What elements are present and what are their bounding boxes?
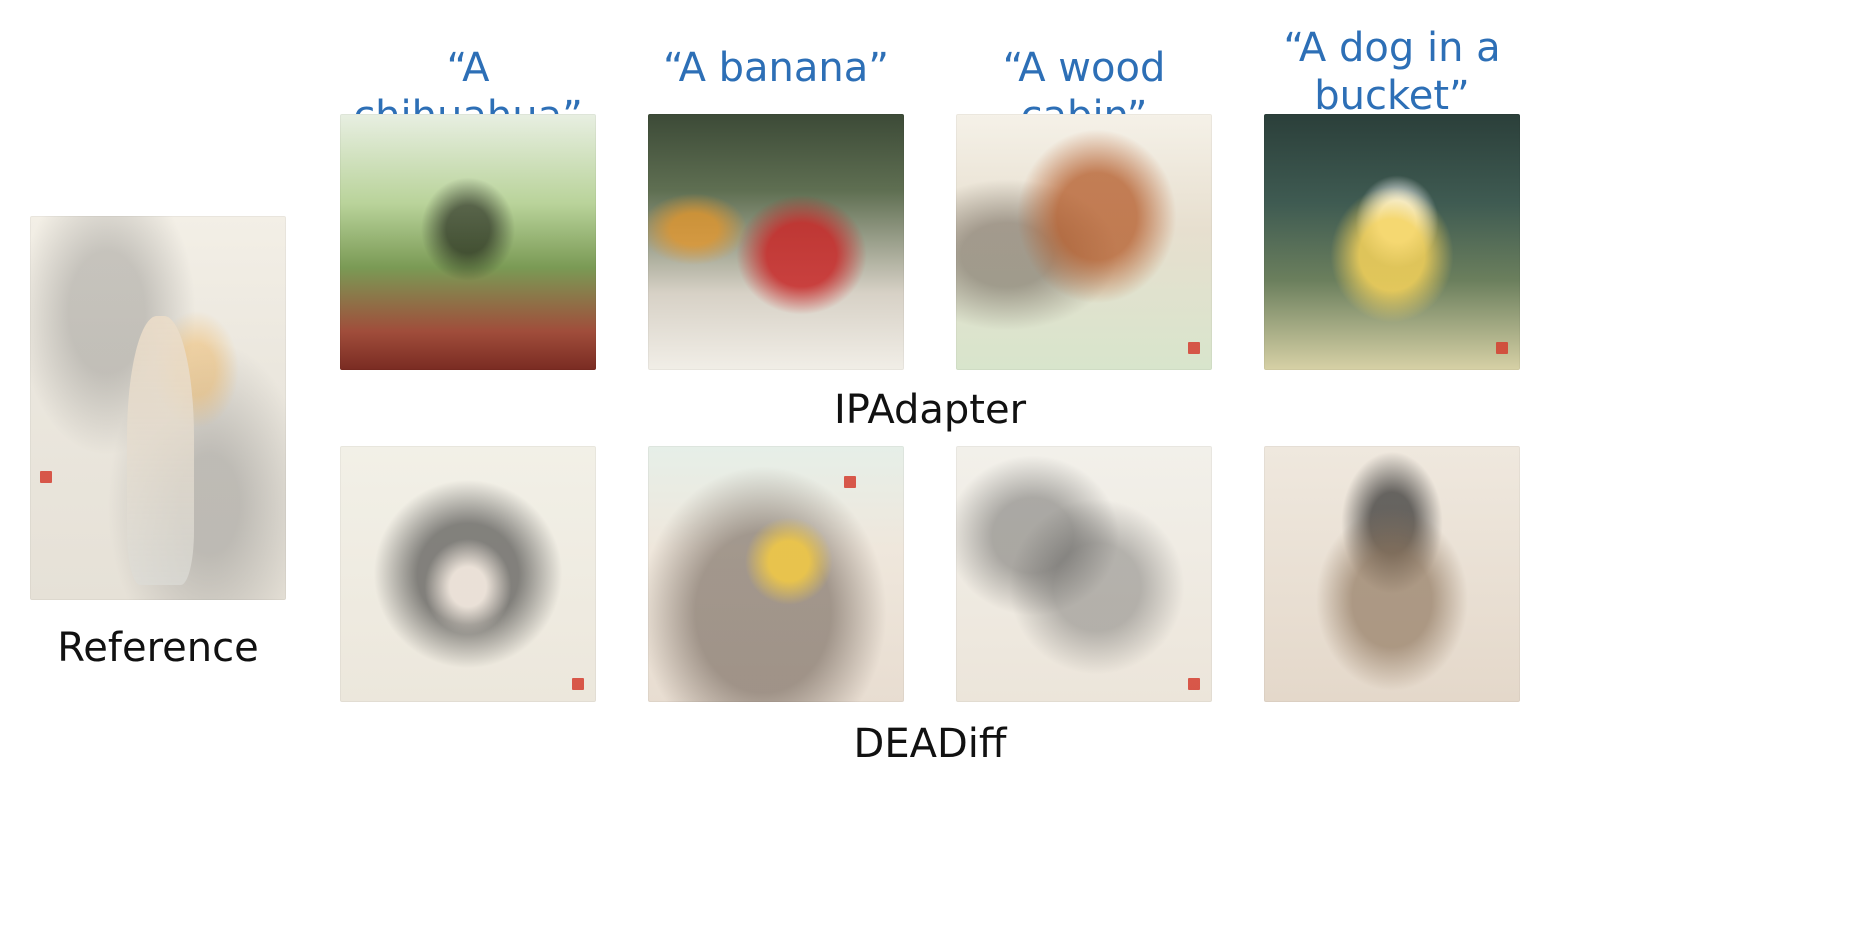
row-label-deadiff: DEADiff	[853, 721, 1007, 767]
ipadapter-wood-cabin-seal-icon	[1188, 342, 1200, 354]
caption-banana: “A banana”	[663, 45, 889, 91]
caption-dog-in-bucket: “A dog in a bucket”	[1283, 25, 1501, 119]
deadiff-image-dog-in-bucket	[1264, 446, 1520, 702]
deadiff-wood-cabin-seal-icon	[1188, 678, 1200, 690]
row-label-ipadapter: IPAdapter	[833, 387, 1027, 433]
deadiff-image-chihuahua	[340, 446, 596, 702]
ipadapter-image-banana	[648, 114, 904, 370]
ipadapter-dog-in-bucket-seal-icon	[1496, 342, 1508, 354]
caption-wood-cabin: “A wood cabin”	[1002, 45, 1166, 139]
deadiff-chihuahua-seal-icon	[572, 678, 584, 690]
deadiff-banana-seal-icon	[844, 476, 856, 488]
deadiff-image-wood-cabin	[956, 446, 1212, 702]
deadiff-image-banana	[648, 446, 904, 702]
caption-chihuahua: “A chihuahua”	[353, 45, 583, 139]
reference-label: Reference	[57, 625, 259, 671]
ipadapter-image-dog-in-bucket	[1264, 114, 1520, 370]
ipadapter-image-wood-cabin	[956, 114, 1212, 370]
reference-seal-icon	[40, 471, 52, 483]
ipadapter-image-chihuahua	[340, 114, 596, 370]
reference-image	[30, 216, 286, 600]
